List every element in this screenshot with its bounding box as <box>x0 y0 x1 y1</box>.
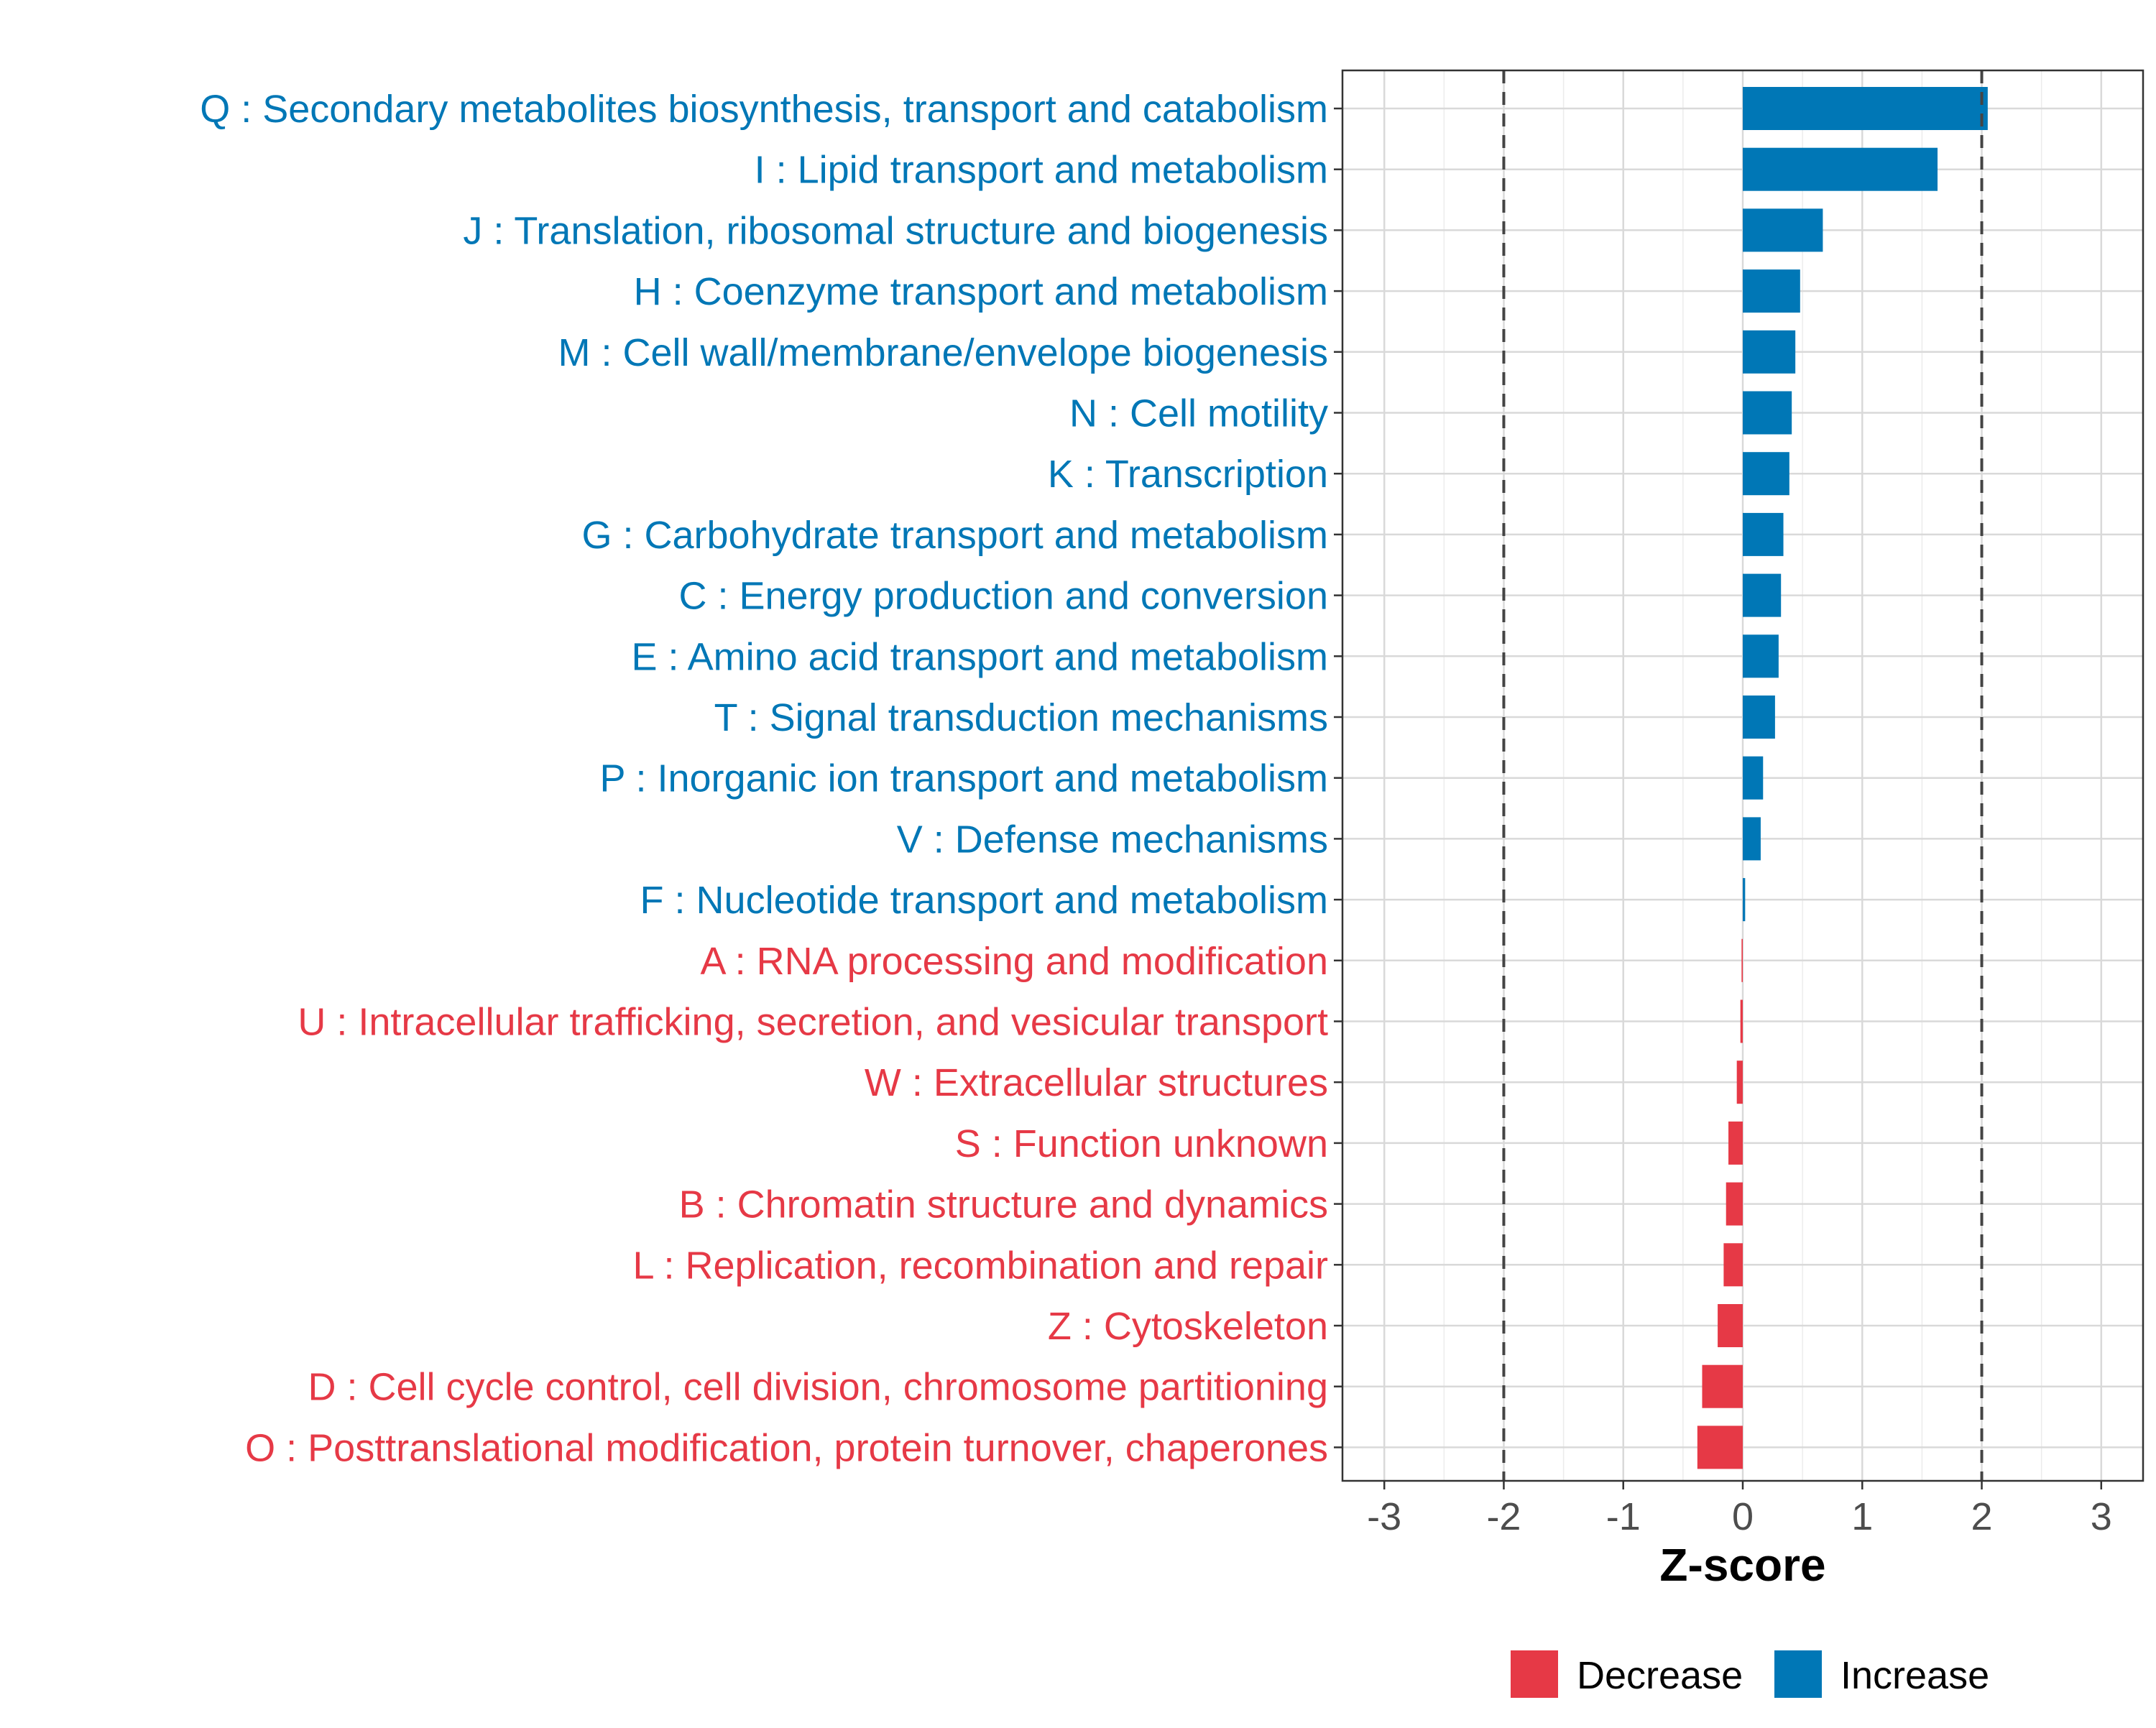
bars <box>1697 87 1988 1469</box>
x-axis: -3 -2 -1 0 1 2 3 <box>1367 1481 2112 1538</box>
y-tick-label: Q : Secondary metabolites biosynthesis, … <box>200 88 1328 131</box>
bar-m <box>1743 330 1796 374</box>
y-tick-label: H : Coenzyme transport and metabolism <box>634 270 1328 313</box>
y-tick-label: N : Cell motility <box>1069 392 1328 435</box>
y-tick-label: V : Defense mechanisms <box>897 818 1328 861</box>
x-tick-label: -3 <box>1367 1495 1401 1538</box>
bar-h <box>1743 269 1800 313</box>
y-tick-label: W : Extracellular structures <box>865 1061 1328 1104</box>
bar-j <box>1743 208 1823 252</box>
x-tick-label: 2 <box>1971 1495 1993 1538</box>
y-tick-label: E : Amino acid transport and metabolism <box>632 635 1328 678</box>
y-tick-label: G : Carbohydrate transport and metabolis… <box>582 514 1329 557</box>
legend-label-increase: Increase <box>1841 1654 1989 1697</box>
bar-w <box>1736 1061 1743 1104</box>
y-tick-label: U : Intracellular trafficking, secretion… <box>298 1001 1328 1044</box>
legend-swatch-increase <box>1774 1650 1822 1698</box>
legend-label-decrease: Decrease <box>1577 1654 1743 1697</box>
bar-v <box>1743 817 1761 861</box>
y-tick-label: F : Nucleotide transport and metabolism <box>640 879 1328 922</box>
y-axis: Q : Secondary metabolites biosynthesis, … <box>200 88 1342 1469</box>
y-tick-label: J : Translation, ribosomal structure and… <box>463 209 1328 252</box>
bar-o <box>1697 1426 1743 1469</box>
y-tick-label: P : Inorganic ion transport and metaboli… <box>599 757 1328 800</box>
bar-c <box>1743 573 1782 617</box>
y-tick-label: I : Lipid transport and metabolism <box>755 149 1328 192</box>
x-axis-title: Z-score <box>1659 1539 1825 1591</box>
y-tick-label: L : Replication, recombination and repai… <box>632 1244 1328 1287</box>
bar-l <box>1723 1243 1743 1287</box>
y-tick-label: K : Transcription <box>1048 453 1328 496</box>
legend: Decrease Increase <box>1511 1650 1989 1698</box>
y-tick-label: T : Signal transduction mechanisms <box>714 696 1328 739</box>
bar-u <box>1740 999 1743 1043</box>
x-tick-label: 0 <box>1732 1495 1754 1538</box>
legend-swatch-decrease <box>1511 1650 1558 1698</box>
bar-p <box>1743 756 1764 800</box>
bar-f <box>1743 878 1746 922</box>
bar-g <box>1743 512 1784 556</box>
bar-t <box>1743 696 1775 739</box>
bar-k <box>1743 452 1789 496</box>
x-tick-label: -2 <box>1486 1495 1521 1538</box>
bar-e <box>1743 634 1779 678</box>
x-tick-label: 3 <box>2091 1495 2112 1538</box>
bar-a <box>1741 938 1743 982</box>
y-tick-label: B : Chromatin structure and dynamics <box>679 1183 1328 1226</box>
bar-i <box>1743 147 1938 191</box>
y-tick-label: Z : Cytoskeleton <box>1048 1305 1328 1348</box>
bar-b <box>1726 1182 1743 1226</box>
bar-q <box>1743 87 1988 130</box>
bar-z <box>1718 1304 1743 1347</box>
x-tick-label: -1 <box>1606 1495 1641 1538</box>
reference-lines <box>1502 70 1984 1481</box>
bar-d <box>1702 1364 1743 1408</box>
bar-n <box>1743 391 1792 435</box>
y-tick-label: A : RNA processing and modification <box>701 940 1328 983</box>
bar-s <box>1728 1121 1743 1165</box>
y-tick-label: O : Posttranslational modification, prot… <box>245 1426 1328 1469</box>
y-tick-label: D : Cell cycle control, cell division, c… <box>308 1366 1328 1409</box>
y-tick-label: M : Cell wall/membrane/envelope biogenes… <box>558 331 1328 374</box>
y-tick-label: C : Energy production and conversion <box>678 575 1328 618</box>
y-tick-label: S : Function unknown <box>955 1122 1328 1165</box>
x-tick-label: 1 <box>1851 1495 1873 1538</box>
